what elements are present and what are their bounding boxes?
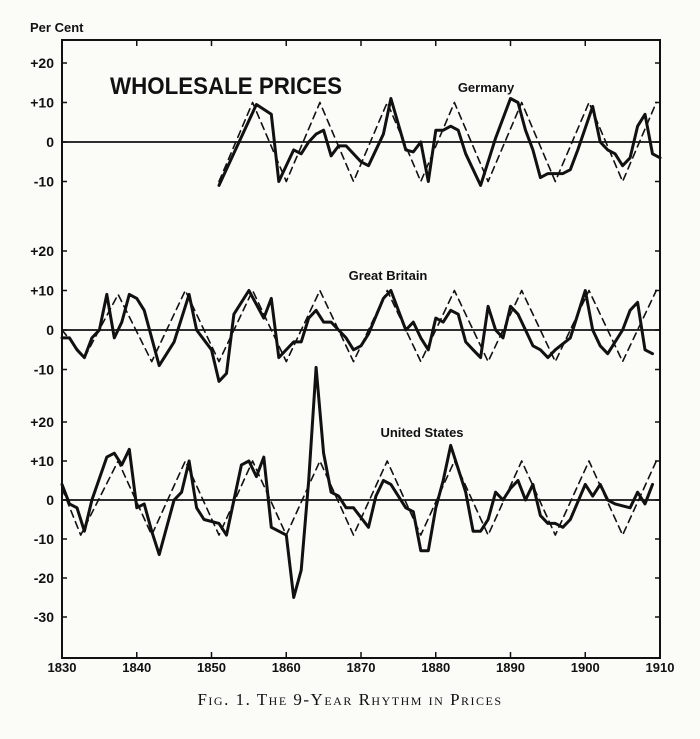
price-deviation-line [217,97,662,187]
x-tick-label: 1870 [347,660,376,675]
x-tick-label: 1860 [272,660,301,675]
plot-frame [61,39,661,659]
y-tick-label: -10 [34,362,54,378]
x-tick-label: 1850 [197,660,226,675]
nine-year-cycle-line [61,460,658,536]
y-tick-label: +10 [30,453,54,469]
series-label: Germany [458,80,515,95]
nine-year-cycle-line [61,289,658,363]
y-tick-label: +20 [30,243,54,259]
x-tick-label: 1900 [571,660,600,675]
series-label: Great Britain [349,268,428,283]
y-tick-label: 0 [46,134,54,150]
y-unit-label: Per Cent [30,20,84,35]
y-tick-label: -10 [34,531,54,547]
y-tick-label: +10 [30,95,54,111]
y-tick-label: 0 [46,492,54,508]
y-tick-label: -30 [34,609,54,625]
series-label: United States [380,425,463,440]
y-tick-label: +20 [30,414,54,430]
y-tick-label: -20 [34,570,54,586]
x-axis: 1830 1840 1850 1860 1870 1880 1890 1900 1910 [48,40,675,675]
y-tick-label: +10 [30,283,54,299]
panel-great-britain: +20 +10 0 -10 Great Britain [30,243,660,383]
panel-germany: +20 +10 0 -10 Germany [30,55,662,190]
chart-panels: +20 +10 0 -10 Germany +20 +10 0 -10 Great Britain… [30,55,662,625]
x-tick-label: 1840 [122,660,151,675]
nine-year-cycle-line [218,101,658,183]
figure-caption: Fig. 1. The 9-Year Rhythm in Prices [197,690,503,709]
price-deviation-line [60,289,654,383]
x-tick-label: 1890 [496,660,525,675]
y-tick-label: 0 [46,322,54,338]
y-tick-label: +20 [30,55,54,71]
y-tick-label: -10 [34,174,54,190]
chart-title: WHOLESALE PRICES [110,73,342,100]
x-tick-label: 1880 [421,660,450,675]
panel-united-states: +20 +10 0 -10 -20 -30 United States [30,365,660,625]
x-tick-label: 1910 [646,660,675,675]
price-deviation-line [60,365,654,599]
x-tick-label: 1830 [48,660,77,675]
